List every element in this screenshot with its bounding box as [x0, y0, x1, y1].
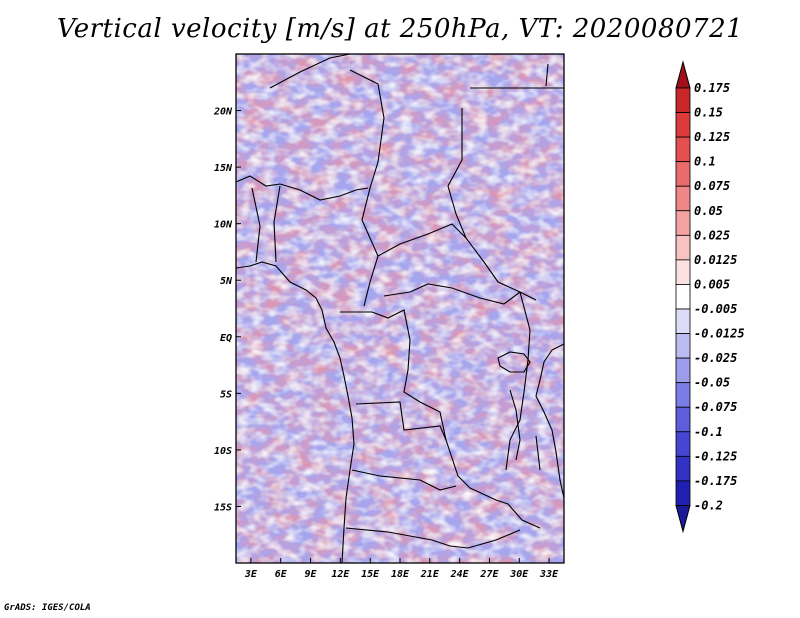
y-tick-label: 20N [213, 107, 233, 118]
border-congo [340, 309, 541, 529]
colorbar-box [675, 480, 691, 506]
colorbar-box [675, 284, 691, 310]
colorbar-label: 0.005 [694, 277, 730, 291]
colorbar: 0.175 0.15 0.125 0.1 0.075 0.05 0.025 0.0125 0.0… [675, 60, 745, 534]
border-north [269, 54, 385, 307]
colorbar-label: -0.2 [694, 498, 723, 512]
colorbar-box [675, 185, 691, 212]
x-tick-label: 27E [479, 569, 499, 580]
colorbar-label: -0.1 [694, 425, 723, 439]
colorbar-box [675, 112, 691, 138]
colorbar-box [675, 333, 691, 359]
x-tick-label: 9E [305, 569, 318, 580]
colorbar-label: 0.1 [694, 155, 716, 169]
great-lakes [497, 351, 541, 471]
x-tick-label: 30E [509, 569, 529, 580]
coastline-east [535, 343, 564, 499]
x-tick-label: 6E [275, 569, 288, 580]
colorbar-box [675, 161, 691, 187]
y-tick-label: 15S [214, 502, 232, 513]
y-tick-label: 5N [220, 276, 233, 287]
colorbar-label: -0.075 [694, 400, 737, 414]
colorbar-box [675, 455, 691, 482]
y-tick-label: 15N [214, 163, 233, 174]
x-tick-label: 3E [244, 569, 258, 580]
country-borders [236, 54, 564, 563]
colorbar-box [675, 259, 691, 285]
x-tick-label: 18E [391, 569, 410, 580]
colorbar-box [675, 308, 691, 334]
border-west-africa [236, 175, 369, 263]
y-tick-label: EQ [220, 333, 232, 344]
border-east [470, 63, 564, 471]
colorbar-min-arrow [675, 504, 691, 534]
colorbar-box [675, 210, 691, 236]
colorbar-label: -0.025 [694, 351, 737, 365]
colorbar-label: 0.175 [694, 81, 730, 95]
y-axis: 20N 15N 10N 5N EQ 5S 10S 15S [213, 107, 241, 513]
x-tick-label: 12E [331, 569, 350, 580]
y-tick-label: 5S [220, 389, 232, 400]
x-axis: 3E 6E 9E 12E 15E 18E 21E 24E 27E 30E 33E [244, 558, 559, 580]
colorbar-label: 0.075 [694, 179, 730, 193]
chart-title: Vertical velocity [m/s] at 250hPa, VT: 2… [56, 14, 744, 44]
x-tick-label: 21E [420, 569, 440, 580]
border-angola [345, 401, 521, 549]
colorbar-box [675, 406, 691, 433]
colorbar-box [675, 87, 691, 113]
coastline-west [236, 261, 355, 563]
colorbar-label: -0.005 [694, 302, 737, 316]
colorbar-label: 0.125 [694, 130, 730, 144]
x-tick-label: 15E [361, 569, 380, 580]
colorbar-label: 0.0125 [694, 253, 737, 267]
colorbar-box [675, 234, 691, 261]
y-tick-label: 10N [214, 220, 233, 231]
colorbar-label: -0.05 [694, 376, 730, 390]
y-tick-label: 10S [214, 446, 232, 457]
x-tick-label: 24E [450, 569, 470, 580]
map-field [236, 54, 564, 563]
grads-credit: GrADS: IGES/COLA [4, 603, 91, 613]
colorbar-max-arrow [675, 60, 691, 89]
velocity-field [236, 54, 564, 563]
colorbar-box [675, 431, 691, 457]
colorbar-label: 0.025 [694, 228, 730, 242]
colorbar-label: 0.05 [694, 204, 723, 218]
colorbar-label: -0.125 [694, 449, 737, 463]
colorbar-label: 0.15 [694, 106, 723, 120]
x-tick-label: 33E [539, 569, 559, 580]
colorbar-box [675, 382, 691, 408]
border-car [377, 223, 521, 305]
colorbar-box [675, 357, 691, 384]
colorbar-label: -0.175 [694, 474, 737, 488]
colorbar-label: -0.0125 [694, 327, 745, 341]
colorbar-box [675, 136, 691, 163]
